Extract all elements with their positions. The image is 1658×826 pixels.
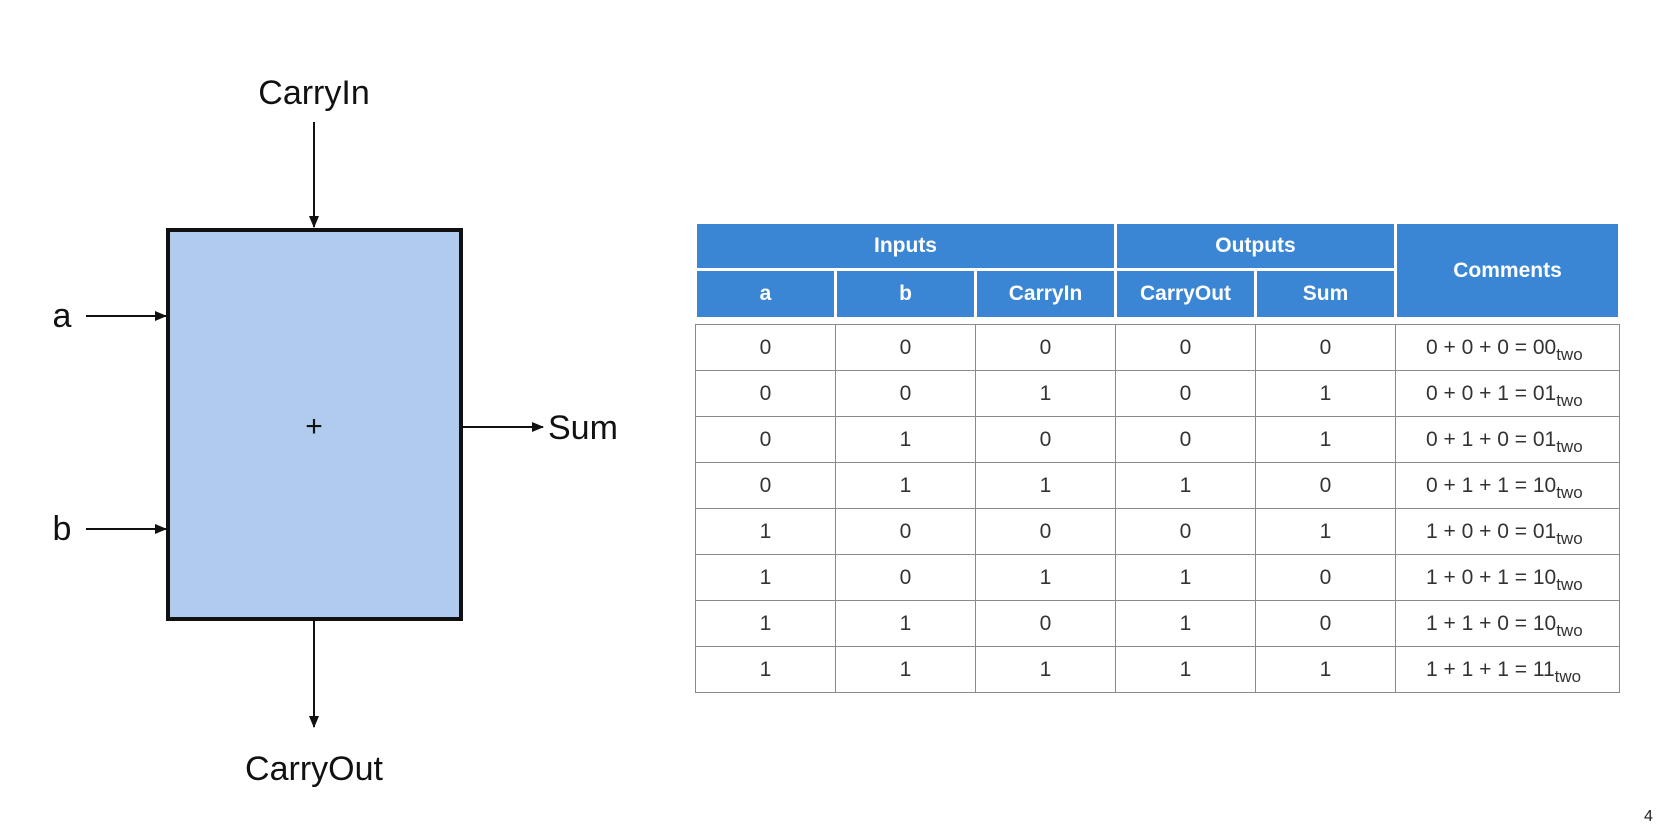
comment-base: two [1556,390,1583,410]
comment-expression: 1 + 1 + 1 = 11 [1426,657,1555,681]
cell-carry-in: 1 [975,646,1116,693]
cell-sum: 0 [1255,462,1396,509]
cell-carry-out: 1 [1115,554,1256,601]
cell-sum: 0 [1255,600,1396,647]
comment-base: two [1556,482,1583,502]
cell-carry-in: 1 [975,370,1116,417]
cell-b: 0 [835,508,976,555]
cell-comment: 0 + 0 + 0 = 00two [1395,324,1620,371]
column-header-carry-out: CarryOut [1114,268,1257,320]
table-row: 0 1 0 0 1 0 + 1 + 0 = 01two [695,416,1620,463]
cell-comment: 1 + 0 + 0 = 01two [1395,508,1620,555]
cell-a: 0 [695,370,836,417]
cell-b: 0 [835,370,976,417]
cell-carry-in: 0 [975,416,1116,463]
cell-a: 1 [695,600,836,647]
table-row: 0 1 1 1 0 0 + 1 + 1 = 10two [695,462,1620,509]
cell-carry-out: 1 [1115,646,1256,693]
cell-comment: 0 + 1 + 0 = 01two [1395,416,1620,463]
cell-sum: 1 [1255,508,1396,555]
cell-b: 1 [835,600,976,647]
comment-expression: 0 + 0 + 0 = 00 [1426,335,1557,359]
cell-sum: 1 [1255,646,1396,693]
cell-carry-in: 0 [975,600,1116,647]
column-header-b: b [834,268,977,320]
comments-header: Comments [1394,221,1621,320]
column-header-sum: Sum [1254,268,1397,320]
cell-carry-out: 0 [1115,324,1256,371]
cell-carry-in: 1 [975,462,1116,509]
input-a-label: a [53,297,72,335]
cell-carry-out: 0 [1115,508,1256,555]
comment-base: two [1556,528,1583,548]
table-row: 0 0 1 0 1 0 + 0 + 1 = 01two [695,370,1620,417]
comment-base: two [1556,344,1583,364]
cell-a: 0 [695,416,836,463]
cell-comment: 1 + 1 + 1 = 11two [1395,646,1620,693]
operator-label: + [305,410,323,443]
cell-carry-out: 0 [1115,416,1256,463]
comment-expression: 1 + 1 + 0 = 10 [1426,611,1557,635]
adder-diagram: CarryIn CarryOut a b Sum + [53,74,618,788]
comment-base: two [1556,436,1583,456]
cell-b: 0 [835,554,976,601]
cell-sum: 0 [1255,554,1396,601]
comment-expression: 0 + 1 + 0 = 01 [1426,427,1557,451]
comment-expression: 1 + 0 + 0 = 01 [1426,519,1557,543]
cell-b: 1 [835,416,976,463]
carry-in-label: CarryIn [258,74,369,112]
table-row: 1 0 1 1 0 1 + 0 + 1 = 10two [695,554,1620,601]
cell-b: 1 [835,646,976,693]
cell-a: 1 [695,646,836,693]
comment-base: two [1556,574,1583,594]
cell-carry-out: 1 [1115,462,1256,509]
cell-comment: 0 + 1 + 1 = 10two [1395,462,1620,509]
comment-expression: 0 + 1 + 1 = 10 [1426,473,1557,497]
cell-carry-out: 1 [1115,600,1256,647]
cell-a: 1 [695,508,836,555]
comment-base: two [1556,620,1583,640]
cell-comment: 1 + 0 + 1 = 10two [1395,554,1620,601]
cell-a: 0 [695,462,836,509]
page-number: 4 [1644,808,1653,825]
adder-box [166,228,463,621]
cell-carry-in: 1 [975,554,1116,601]
column-header-carry-in: CarryIn [974,268,1117,320]
comment-expression: 0 + 0 + 1 = 01 [1426,381,1557,405]
sum-label: Sum [548,409,618,447]
outputs-group-header: Outputs [1114,221,1397,271]
carry-out-label: CarryOut [245,750,383,788]
table-row: 0 0 0 0 0 0 + 0 + 0 = 00two [695,324,1620,371]
table-row: 1 1 0 1 0 1 + 1 + 0 = 10two [695,600,1620,647]
cell-b: 1 [835,462,976,509]
table-row: 1 1 1 1 1 1 + 1 + 1 = 11two [695,646,1620,693]
truth-table: Inputs Outputs Comments a b CarryIn Carr… [694,221,1621,693]
cell-a: 1 [695,554,836,601]
cell-a: 0 [695,324,836,371]
cell-b: 0 [835,324,976,371]
table-row: 1 0 0 0 1 1 + 0 + 0 = 01two [695,508,1620,555]
cell-sum: 1 [1255,416,1396,463]
comment-expression: 1 + 0 + 1 = 10 [1426,565,1557,589]
inputs-group-header: Inputs [694,221,1117,271]
cell-sum: 0 [1255,324,1396,371]
comment-base: two [1554,666,1582,686]
cell-comment: 0 + 0 + 1 = 01two [1395,370,1620,417]
cell-carry-in: 0 [975,508,1116,555]
input-b-label: b [53,510,72,548]
cell-carry-out: 0 [1115,370,1256,417]
cell-comment: 1 + 1 + 0 = 10two [1395,600,1620,647]
cell-carry-in: 0 [975,324,1116,371]
cell-sum: 1 [1255,370,1396,417]
column-header-a: a [694,268,837,320]
